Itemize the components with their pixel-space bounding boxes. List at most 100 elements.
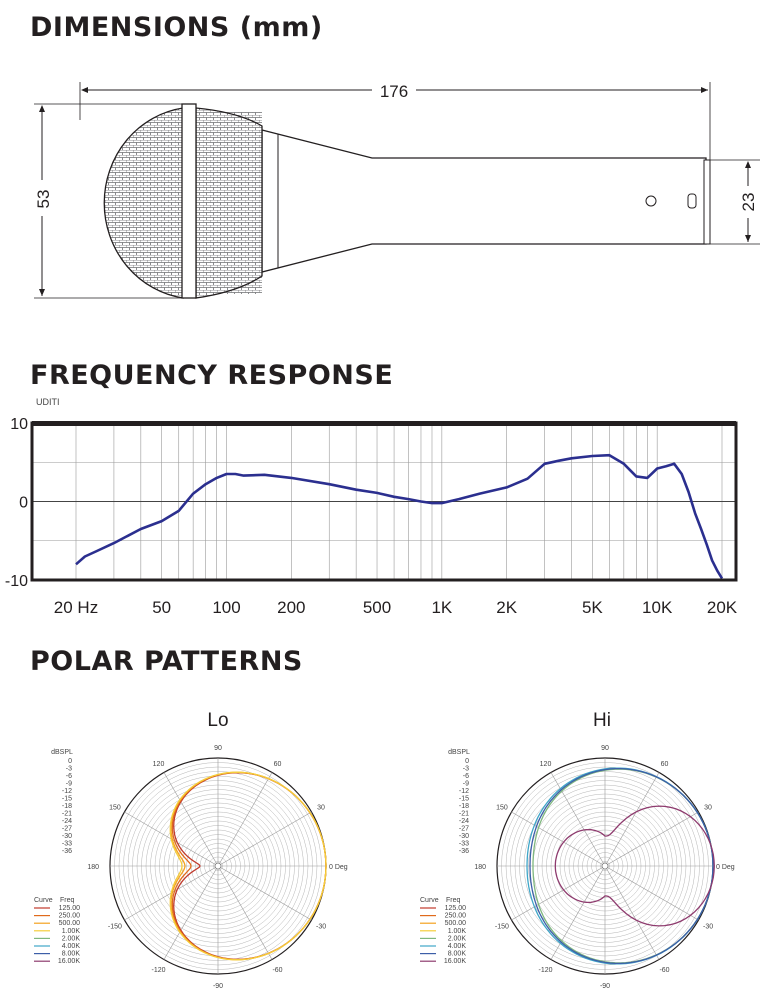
head-diameter-label: 53 bbox=[34, 190, 53, 209]
polar-angle-label: 180 bbox=[474, 864, 486, 871]
polar-legend-label: 2.00K bbox=[448, 935, 467, 942]
polar-legend-label: 125.00 bbox=[59, 905, 81, 912]
polar-angle-label: -120 bbox=[538, 967, 552, 974]
frequency-y-tick-label: 10 bbox=[10, 416, 28, 433]
polar-r-tick-label: -33 bbox=[62, 841, 72, 848]
polar-legend-header: Freq bbox=[446, 897, 461, 904]
microphone-dimension-drawing: 176 53 23 bbox=[30, 78, 760, 299]
polar-r-tick-label: -9 bbox=[66, 781, 72, 788]
microphone-body bbox=[261, 129, 711, 273]
polar-angle-label: -150 bbox=[108, 924, 122, 931]
polar-plot-hi: Hi0 Deg306090120150180-150-120-90-60-30d… bbox=[420, 710, 735, 990]
polar-r-tick-label: -33 bbox=[459, 841, 469, 848]
polar-r-tick-label: -6 bbox=[463, 773, 469, 780]
polar-angle-label: -30 bbox=[703, 924, 713, 931]
polar-angle-label: -60 bbox=[659, 967, 669, 974]
frequency-x-tick-label: 1K bbox=[431, 598, 452, 617]
polar-r-tick-label: -12 bbox=[62, 788, 72, 795]
handle-diameter-label: 23 bbox=[739, 193, 758, 212]
polar-angle-label: 120 bbox=[153, 761, 165, 768]
polar-r-tick-label: -3 bbox=[463, 766, 469, 773]
dimensions-title: DIMENSIONS (mm) bbox=[30, 12, 323, 43]
polar-legend-header: Freq bbox=[60, 897, 75, 904]
frequency-response-title: FREQUENCY RESPONSE bbox=[30, 360, 394, 391]
polar-angle-label: 120 bbox=[540, 761, 552, 768]
polar-r-axis-label: dBSPL bbox=[51, 749, 73, 756]
polar-series-curve bbox=[169, 771, 327, 961]
polar-r-tick-label: -30 bbox=[62, 833, 72, 840]
polar-legend-label: 4.00K bbox=[62, 943, 81, 950]
polar-legend-label: 16.00K bbox=[444, 958, 467, 965]
polar-angle-label: -90 bbox=[213, 983, 223, 990]
polar-legend-label: 500.00 bbox=[59, 920, 81, 927]
handle-slot-icon bbox=[687, 193, 697, 209]
polar-plot-title: Hi bbox=[593, 710, 611, 731]
frequency-y-tick-label: 0 bbox=[19, 495, 28, 512]
polar-legend-label: 250.00 bbox=[445, 913, 467, 920]
polar-r-tick-label: -21 bbox=[459, 811, 469, 818]
frequency-x-tick-label: 50 bbox=[152, 598, 171, 617]
polar-angle-label: 30 bbox=[317, 805, 325, 812]
polar-angle-label: 0 Deg bbox=[716, 864, 735, 871]
polar-legend-label: 16.00K bbox=[58, 958, 81, 965]
polar-r-tick-label: -12 bbox=[459, 788, 469, 795]
polar-r-tick-label: -18 bbox=[459, 803, 469, 810]
polar-angle-label: -120 bbox=[151, 967, 165, 974]
polar-r-tick-label: -15 bbox=[459, 796, 469, 803]
polar-spoke bbox=[511, 811, 606, 867]
polar-angle-label: 150 bbox=[496, 805, 508, 812]
polar-spoke bbox=[550, 772, 606, 867]
polar-spoke bbox=[604, 865, 660, 960]
polar-angle-label: -90 bbox=[600, 983, 610, 990]
polar-r-tick-label: -36 bbox=[62, 848, 72, 855]
polar-angle-label: 0 Deg bbox=[329, 864, 348, 871]
polar-r-tick-label: -21 bbox=[62, 811, 72, 818]
polar-angle-label: 60 bbox=[274, 761, 282, 768]
grille-band bbox=[181, 103, 197, 299]
polar-plot-lo: Lo0 Deg306090120150180-150-120-90-60-30d… bbox=[34, 710, 348, 990]
polar-angle-label: 30 bbox=[704, 805, 712, 812]
polar-r-tick-label: -6 bbox=[66, 773, 72, 780]
polar-angle-label: -150 bbox=[495, 924, 509, 931]
polar-spoke bbox=[217, 865, 273, 960]
polar-angle-label: 150 bbox=[109, 805, 121, 812]
polar-angle-label: 90 bbox=[214, 745, 222, 752]
polar-legend-label: 1.00K bbox=[448, 928, 467, 935]
polar-spoke bbox=[217, 865, 312, 921]
polar-r-tick-label: -3 bbox=[66, 766, 72, 773]
polar-spoke bbox=[511, 865, 606, 921]
polar-legend-label: 250.00 bbox=[59, 913, 81, 920]
polar-legend-label: 8.00K bbox=[448, 951, 467, 958]
polar-angle-label: -60 bbox=[272, 967, 282, 974]
polar-r-tick-label: -27 bbox=[62, 826, 72, 833]
polar-center bbox=[214, 862, 222, 870]
polar-spoke bbox=[217, 811, 312, 867]
polar-r-tick-label: -36 bbox=[459, 848, 469, 855]
microphone-grille bbox=[103, 103, 263, 299]
polar-r-tick-label: -9 bbox=[463, 781, 469, 788]
polar-series-curve bbox=[529, 767, 714, 965]
frequency-x-tick-label: 20K bbox=[707, 598, 738, 617]
frequency-y-tick-label: -10 bbox=[5, 573, 28, 590]
polar-legend-label: 4.00K bbox=[448, 943, 467, 950]
frequency-x-tick-label: 20 Hz bbox=[54, 598, 98, 617]
frequency-x-tick-label: 500 bbox=[363, 598, 391, 617]
polar-angle-label: 180 bbox=[87, 864, 99, 871]
polar-r-tick-label: 0 bbox=[465, 758, 469, 765]
polar-r-tick-label: -24 bbox=[459, 818, 469, 825]
polar-r-tick-label: -18 bbox=[62, 803, 72, 810]
polar-spoke bbox=[550, 865, 606, 960]
polar-legend-label: 125.00 bbox=[445, 905, 467, 912]
frequency-x-tick-label: 2K bbox=[496, 598, 517, 617]
polar-spoke bbox=[163, 865, 219, 960]
polar-r-tick-label: 0 bbox=[68, 758, 72, 765]
frequency-x-tick-label: 100 bbox=[212, 598, 240, 617]
polar-r-tick-label: -30 bbox=[459, 833, 469, 840]
length-dimension-label: 176 bbox=[380, 82, 408, 101]
polar-patterns-title: POLAR PATTERNS bbox=[30, 646, 303, 677]
polar-angle-label: -30 bbox=[316, 924, 326, 931]
frequency-x-tick-label: 200 bbox=[277, 598, 305, 617]
